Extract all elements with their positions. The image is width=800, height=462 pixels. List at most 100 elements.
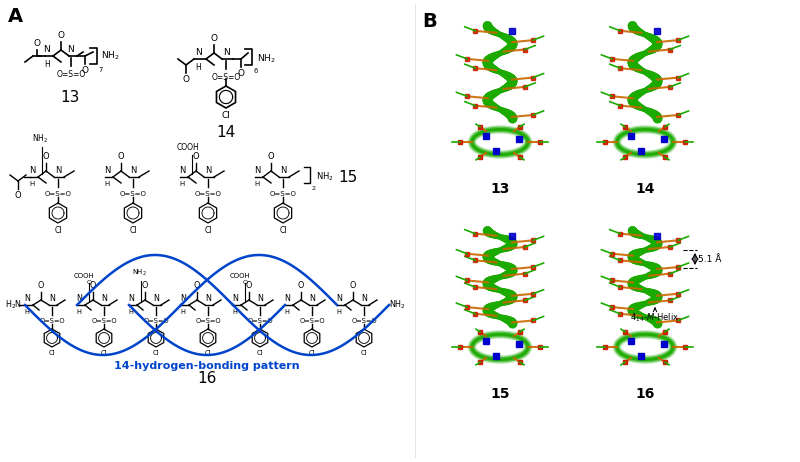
Text: H: H	[233, 309, 238, 315]
Text: NH$_2$: NH$_2$	[32, 133, 48, 145]
Text: N: N	[104, 166, 110, 175]
Text: NH$_2$: NH$_2$	[389, 299, 406, 311]
Text: $_2$: $_2$	[311, 184, 317, 193]
Text: O=S=O: O=S=O	[119, 191, 146, 197]
Text: Cl: Cl	[257, 350, 263, 356]
Text: Cl: Cl	[222, 111, 230, 120]
Text: $_6$: $_6$	[253, 66, 259, 76]
Text: 15: 15	[490, 387, 510, 401]
Text: 16: 16	[198, 371, 217, 386]
Text: 14-hydrogen-bonding pattern: 14-hydrogen-bonding pattern	[114, 361, 300, 371]
Text: O: O	[298, 281, 304, 290]
Text: NH$_2$: NH$_2$	[257, 53, 276, 65]
Text: O: O	[268, 152, 274, 161]
Text: N: N	[179, 166, 185, 175]
Text: O: O	[350, 281, 356, 290]
Text: H: H	[181, 309, 186, 315]
Text: O=S=O: O=S=O	[39, 318, 65, 324]
Text: N: N	[29, 166, 35, 175]
Text: H: H	[25, 309, 30, 315]
Text: O=S=O: O=S=O	[270, 191, 297, 197]
Text: O: O	[86, 280, 91, 285]
Text: Cl: Cl	[130, 226, 137, 235]
Text: N: N	[153, 294, 159, 303]
Text: O=S=O: O=S=O	[56, 70, 86, 79]
Text: COOH: COOH	[230, 273, 250, 279]
Text: Cl: Cl	[49, 350, 55, 356]
Text: Cl: Cl	[101, 350, 107, 356]
Text: 5.1 Å: 5.1 Å	[698, 255, 722, 263]
Text: N: N	[284, 294, 290, 303]
Text: O=S=O: O=S=O	[211, 73, 241, 82]
Text: O: O	[42, 152, 50, 161]
Text: N: N	[180, 294, 186, 303]
Text: O=S=O: O=S=O	[351, 318, 377, 324]
Text: N: N	[361, 294, 367, 303]
Text: O=S=O: O=S=O	[45, 191, 71, 197]
Text: N: N	[49, 294, 55, 303]
Text: N: N	[68, 45, 74, 54]
Text: B: B	[422, 12, 437, 31]
Text: O: O	[58, 31, 65, 40]
Text: Cl: Cl	[205, 350, 211, 356]
Text: 14: 14	[635, 182, 654, 196]
Text: H: H	[30, 181, 34, 187]
Text: O: O	[210, 34, 218, 43]
Text: N: N	[280, 166, 286, 175]
Text: N: N	[194, 48, 202, 57]
Text: N: N	[130, 166, 136, 175]
Text: A: A	[8, 7, 23, 26]
Text: N: N	[336, 294, 342, 303]
Text: O: O	[142, 281, 148, 290]
Text: O: O	[118, 152, 124, 161]
Text: O: O	[82, 66, 89, 75]
Text: 13: 13	[490, 182, 510, 196]
Text: COOH: COOH	[177, 143, 199, 152]
Text: NH$_2$: NH$_2$	[131, 268, 146, 278]
Text: NH$_2$: NH$_2$	[316, 171, 334, 183]
Text: O: O	[14, 191, 22, 200]
Text: H: H	[195, 63, 201, 72]
Text: O=S=O: O=S=O	[247, 318, 273, 324]
Text: O: O	[193, 152, 199, 161]
Text: O=S=O: O=S=O	[91, 318, 117, 324]
Text: H: H	[104, 181, 110, 187]
Text: O=S=O: O=S=O	[299, 318, 325, 324]
Text: Cl: Cl	[361, 350, 367, 356]
Text: O: O	[182, 75, 190, 84]
Text: N: N	[24, 294, 30, 303]
Text: Cl: Cl	[54, 226, 62, 235]
Text: N: N	[128, 294, 134, 303]
Text: N: N	[76, 294, 82, 303]
Text: H: H	[129, 309, 134, 315]
Text: Cl: Cl	[204, 226, 212, 235]
Text: O: O	[34, 39, 41, 48]
Text: O=S=O: O=S=O	[195, 318, 221, 324]
Text: N: N	[205, 166, 211, 175]
Text: N: N	[55, 166, 61, 175]
Text: N: N	[101, 294, 107, 303]
Text: H: H	[179, 181, 185, 187]
Text: N: N	[232, 294, 238, 303]
Text: 16: 16	[635, 387, 654, 401]
Text: NH$_2$: NH$_2$	[101, 50, 120, 62]
Text: COOH: COOH	[74, 273, 94, 279]
Text: H: H	[44, 60, 50, 69]
Text: O: O	[246, 281, 252, 290]
Text: 15: 15	[338, 170, 358, 184]
Text: 14: 14	[216, 125, 236, 140]
Text: N: N	[44, 45, 50, 54]
Text: $_7$: $_7$	[98, 65, 104, 75]
Text: 13: 13	[60, 90, 80, 105]
Text: O: O	[90, 281, 96, 290]
Text: 4$_{14}$-$M$-Helix: 4$_{14}$-$M$-Helix	[630, 308, 679, 323]
Text: O=S=O: O=S=O	[143, 318, 169, 324]
Text: O: O	[242, 280, 247, 285]
Text: O: O	[194, 281, 200, 290]
Text: O: O	[38, 281, 44, 290]
Text: H: H	[254, 181, 260, 187]
Text: H: H	[285, 309, 290, 315]
Text: O=S=O: O=S=O	[194, 191, 222, 197]
Text: N: N	[254, 166, 260, 175]
Text: H: H	[337, 309, 342, 315]
